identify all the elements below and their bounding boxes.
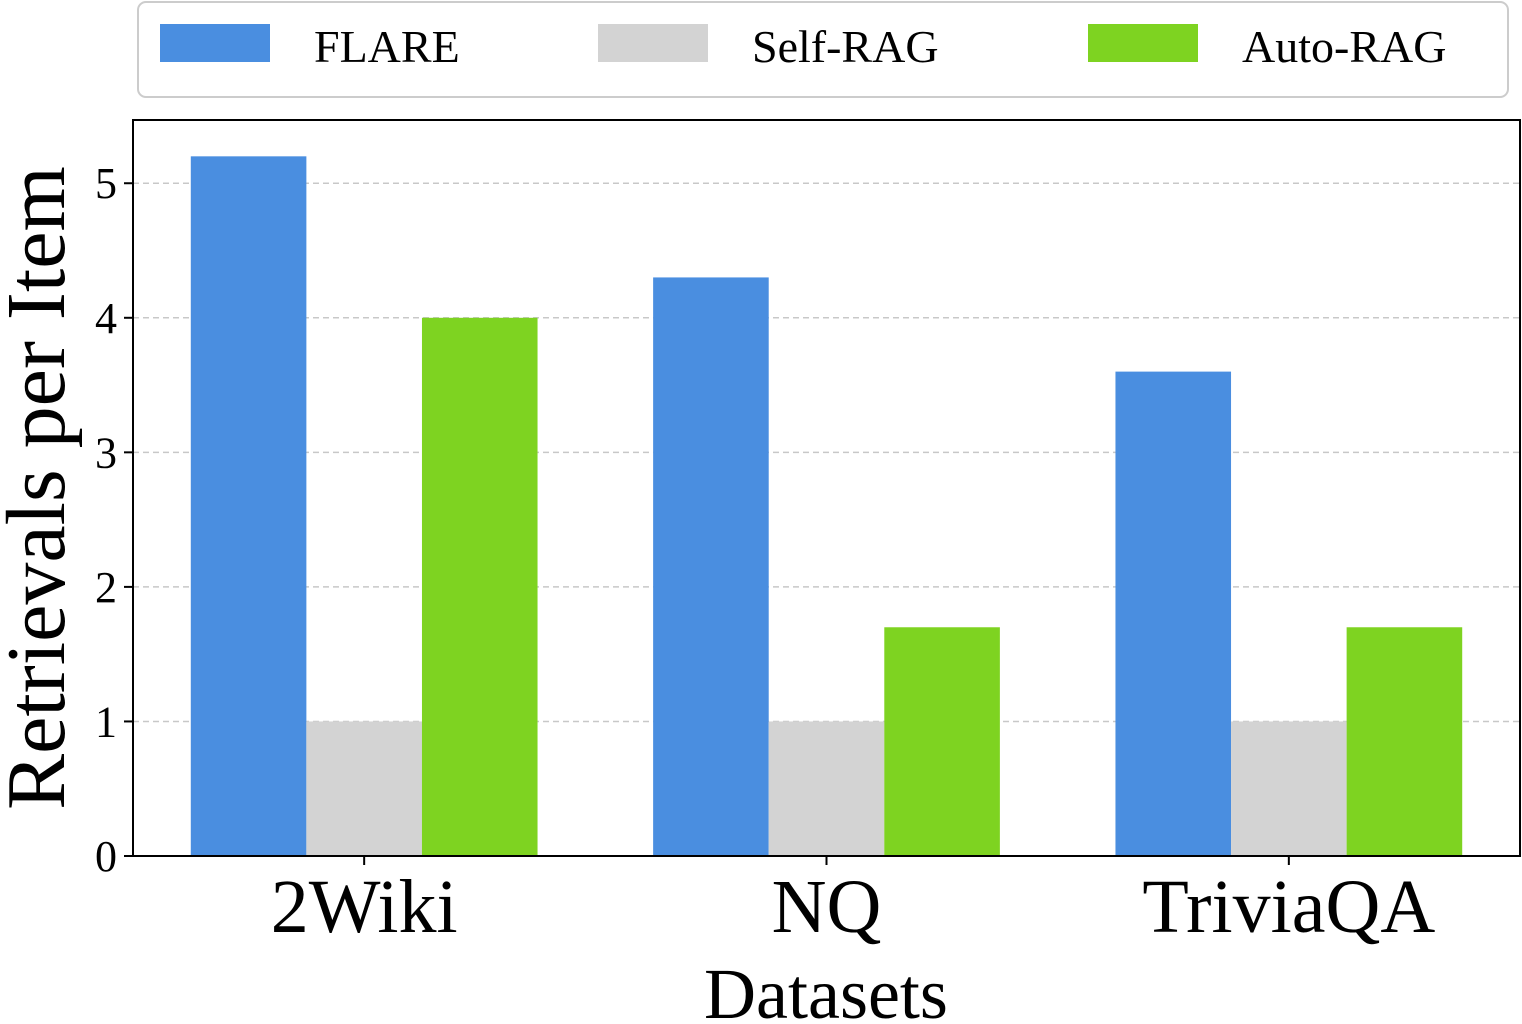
bar-flare-triviaqa: [1115, 371, 1232, 856]
y-tick-label-2: 2: [95, 563, 117, 612]
legend-swatch-flare: [160, 24, 270, 62]
y-tick-label-1: 1: [95, 697, 117, 746]
legend-label-self-rag: Self-RAG: [752, 21, 939, 72]
x-tick-label-triviaqa: TriviaQA: [1142, 865, 1435, 949]
legend-swatch-auto-rag: [1088, 24, 1198, 62]
bar-auto-rag-nq: [884, 627, 1000, 856]
bar-self-rag-nq: [768, 721, 885, 856]
y-axis-ticks: 0 1 2 3 4 5: [95, 159, 133, 881]
bar-self-rag-triviaqa: [1231, 721, 1347, 856]
bar-flare-2wiki: [190, 156, 307, 856]
bars: [190, 156, 1463, 856]
bar-auto-rag-triviaqa: [1346, 627, 1463, 856]
y-tick-label-5: 5: [95, 159, 117, 208]
x-axis-ticks: 2Wiki NQ TriviaQA: [271, 856, 1435, 949]
bar-flare-nq: [653, 277, 769, 856]
bar-auto-rag-2wiki: [421, 317, 538, 856]
grid-lines: [133, 182, 1520, 723]
legend: FLARE Self-RAG Auto-RAG: [137, 1, 1509, 98]
x-tick-label-2wiki: 2Wiki: [271, 865, 458, 949]
y-tick-label-3: 3: [95, 428, 117, 477]
x-tick-label-nq: NQ: [772, 865, 882, 949]
y-tick-label-0: 0: [95, 832, 117, 881]
x-axis-label: Datasets: [704, 954, 948, 1024]
y-tick-label-4: 4: [95, 294, 117, 343]
legend-label-flare: FLARE: [314, 21, 460, 72]
legend-swatch-self-rag: [598, 24, 708, 62]
bar-self-rag-2wiki: [306, 721, 422, 856]
legend-label-auto-rag: Auto-RAG: [1242, 21, 1446, 72]
y-axis-label: Retrievals per Item: [0, 166, 83, 810]
